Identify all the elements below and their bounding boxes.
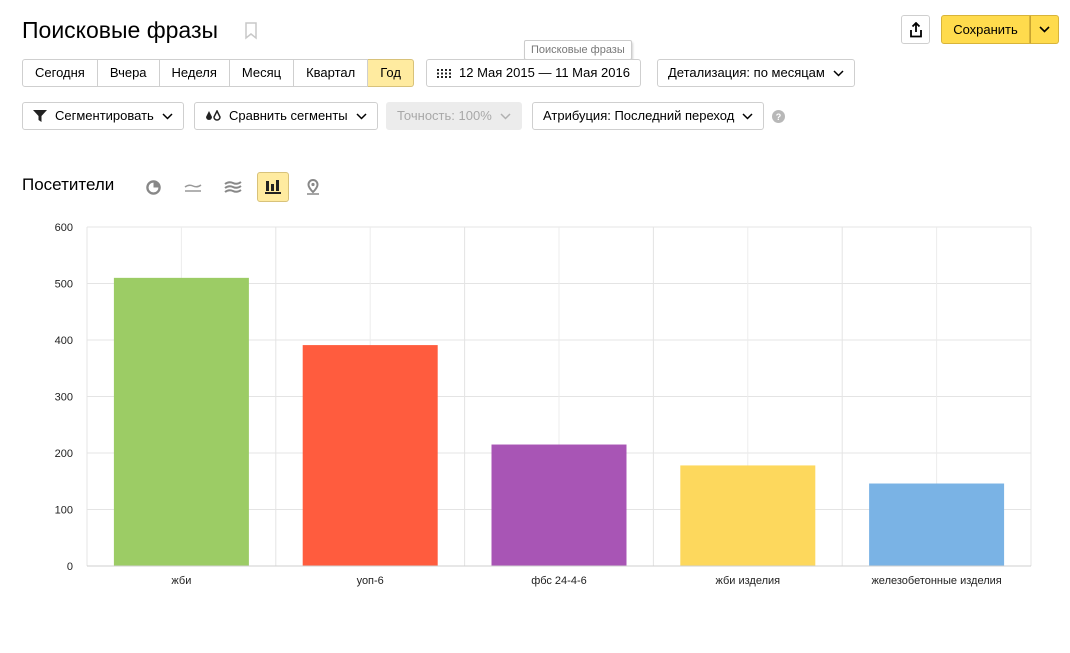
- bar[interactable]: [869, 483, 1005, 566]
- tooltip: Поисковые фразы: [524, 40, 632, 60]
- chevron-down-icon: [162, 112, 173, 120]
- save-button-group: Сохранить: [941, 15, 1059, 44]
- chevron-down-icon: [500, 112, 511, 120]
- bar[interactable]: [680, 465, 816, 566]
- chevron-down-icon: [1039, 26, 1050, 33]
- save-button[interactable]: Сохранить: [941, 15, 1030, 44]
- share-button[interactable]: [901, 15, 930, 44]
- compare-label: Сравнить сегменты: [229, 108, 348, 123]
- attribution-label: Атрибуция: Последний переход: [543, 108, 735, 123]
- y-tick-label: 300: [55, 392, 73, 404]
- period-button[interactable]: Сегодня: [22, 59, 98, 87]
- date-range-label: 12 Мая 2015 — 11 Мая 2016: [459, 65, 630, 80]
- bar[interactable]: [113, 277, 249, 566]
- attribution-dropdown[interactable]: Атрибуция: Последний переход: [532, 102, 765, 130]
- bar-chart-icon[interactable]: [257, 172, 289, 202]
- period-button[interactable]: Год: [368, 59, 414, 87]
- save-dropdown-button[interactable]: [1030, 15, 1059, 44]
- y-tick-label: 500: [55, 279, 73, 291]
- y-tick-label: 100: [55, 505, 73, 517]
- date-range-button[interactable]: 12 Мая 2015 — 11 Мая 2016: [426, 59, 641, 87]
- map-icon[interactable]: [297, 172, 329, 202]
- segment-label: Сегментировать: [55, 108, 154, 123]
- y-tick-label: 200: [55, 448, 73, 460]
- compare-segments-button[interactable]: Сравнить сегменты: [194, 102, 378, 130]
- line-chart-icon[interactable]: [177, 172, 209, 202]
- share-icon: [909, 21, 922, 37]
- bar-chart: 0 100 200 300 400 500 600 жби уоп-6 фбс 24-4-6 жби…: [55, 222, 1032, 587]
- detail-dropdown[interactable]: Детализация: по месяцам: [657, 59, 855, 87]
- chevron-down-icon: [742, 112, 753, 120]
- compare-icon: [205, 110, 221, 122]
- x-tick-label: жби изделия: [715, 575, 780, 587]
- svg-text:?: ?: [776, 112, 782, 122]
- period-selector: Сегодня Вчера Неделя Месяц Квартал Год: [22, 59, 414, 87]
- bar[interactable]: [302, 345, 438, 566]
- page-title: Поисковые фразы: [22, 17, 219, 43]
- bar[interactable]: [491, 444, 627, 566]
- y-tick-label: 0: [67, 561, 73, 573]
- y-tick-label: 600: [55, 222, 73, 234]
- x-tick-label: железобетонные изделия: [871, 575, 1001, 587]
- calendar-icon: [437, 68, 451, 78]
- area-chart-icon[interactable]: [217, 172, 249, 202]
- chevron-down-icon: [356, 112, 367, 120]
- y-tick-label: 400: [55, 335, 73, 347]
- bookmark-icon[interactable]: [244, 22, 258, 40]
- period-button[interactable]: Вчера: [97, 59, 160, 87]
- x-tick-label: фбс 24-4-6: [531, 575, 586, 587]
- accuracy-dropdown[interactable]: Точность: 100%: [386, 102, 522, 130]
- period-button[interactable]: Месяц: [229, 59, 295, 87]
- accuracy-label: Точность: 100%: [397, 108, 492, 123]
- help-icon[interactable]: ?: [772, 110, 785, 123]
- x-tick-label: уоп-6: [357, 575, 384, 587]
- period-button[interactable]: Неделя: [159, 59, 230, 87]
- x-tick-label: жби: [171, 575, 191, 587]
- filter-icon: [33, 110, 47, 122]
- pie-chart-icon[interactable]: [137, 172, 169, 202]
- chevron-down-icon: [833, 69, 844, 77]
- segment-button[interactable]: Сегментировать: [22, 102, 184, 130]
- period-button[interactable]: Квартал: [294, 59, 369, 87]
- section-title: Посетители: [22, 175, 115, 194]
- detail-label: Детализация: по месяцам: [668, 65, 825, 80]
